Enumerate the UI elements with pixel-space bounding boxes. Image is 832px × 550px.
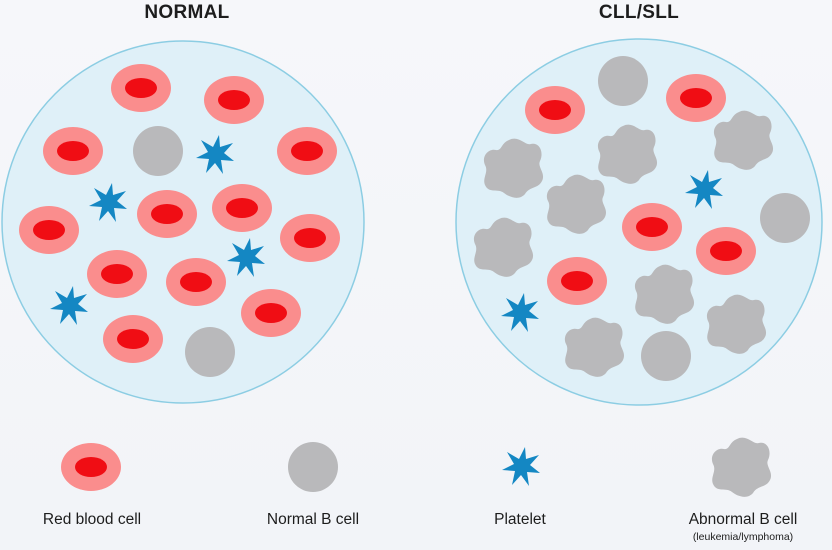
legend-normal-b-cell-icon	[288, 442, 338, 492]
normal-b-cell	[598, 56, 648, 106]
red-blood-cell	[137, 190, 197, 238]
legend-label-red-blood-cell: Red blood cell	[42, 511, 142, 528]
cll-title: CLL/SLL	[598, 2, 680, 23]
red-blood-cell	[525, 86, 585, 134]
red-blood-cell	[277, 127, 337, 175]
red-blood-cell	[666, 74, 726, 122]
legend-abnormal-b-cell-icon	[711, 437, 772, 497]
legend-sublabel-abnormal-b-cell: (leukemia/lymphoma)	[692, 531, 794, 543]
red-blood-cell	[622, 203, 682, 251]
red-blood-cell	[111, 64, 171, 112]
normal-title: NORMAL	[144, 2, 230, 23]
red-blood-cell	[547, 257, 607, 305]
normal-b-cell	[641, 331, 691, 381]
red-blood-cell	[87, 250, 147, 298]
legend-icons	[61, 437, 772, 497]
legend-platelet-icon	[502, 447, 540, 486]
legend-label-abnormal-b-cell: Abnormal B cell	[688, 511, 798, 528]
legend-red-blood-cell-icon	[61, 443, 121, 491]
red-blood-cell	[43, 127, 103, 175]
red-blood-cell	[212, 184, 272, 232]
red-blood-cell	[103, 315, 163, 363]
red-blood-cell	[19, 206, 79, 254]
red-blood-cell	[204, 76, 264, 124]
red-blood-cell	[166, 258, 226, 306]
normal-b-cell	[760, 193, 810, 243]
red-blood-cell	[280, 214, 340, 262]
cll-dish	[455, 38, 823, 406]
normal-b-cell	[133, 126, 183, 176]
red-blood-cell	[696, 227, 756, 275]
red-blood-cell	[241, 289, 301, 337]
normal-b-cell	[185, 327, 235, 377]
legend-label-platelet: Platelet	[494, 511, 546, 528]
legend-label-normal-b-cell: Normal B cell	[266, 511, 360, 528]
normal-dish	[1, 40, 365, 404]
